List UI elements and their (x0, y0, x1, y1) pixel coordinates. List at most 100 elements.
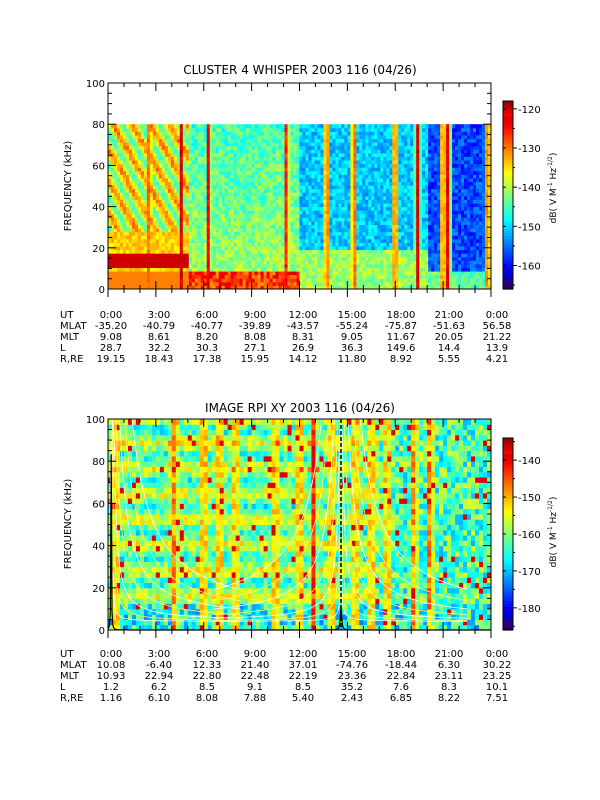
panel1-cell (203, 134, 208, 140)
panel1-cell (108, 224, 112, 229)
panel1-cell (215, 203, 220, 208)
panel1-cell (119, 131, 124, 136)
panel1-cell (275, 142, 280, 147)
panel1-cell (242, 256, 247, 261)
panel1-cell (419, 253, 423, 258)
panel1-cell (425, 263, 429, 269)
panel1-cell (356, 160, 360, 165)
panel1-cell (185, 127, 190, 132)
panel1-cell (356, 228, 360, 233)
panel1-cell (251, 220, 256, 226)
panel1-cell (113, 249, 118, 254)
panel1-cell (422, 267, 426, 272)
panel1-cell (137, 163, 142, 168)
panel1-cell (428, 124, 432, 129)
panel1-cell (125, 134, 130, 140)
panel1-cell (272, 285, 277, 290)
panel1-cell (380, 238, 384, 243)
panel1-cell (305, 134, 309, 140)
panel1-cell (164, 188, 169, 193)
panel1-cell (128, 163, 133, 168)
panel1-cell (236, 213, 241, 218)
panel1-cell (173, 127, 178, 132)
panel1-cell (134, 134, 139, 140)
panel1-cell (164, 210, 169, 215)
panel1-cell (281, 242, 286, 247)
panel1-cell (245, 152, 250, 157)
panel1-cell (293, 253, 298, 258)
panel1-cell (108, 260, 112, 265)
panel1-cell (227, 249, 232, 254)
panel1-cell (395, 163, 399, 168)
panel1-cell (305, 195, 309, 200)
panel1-cell (239, 145, 244, 150)
panel1-cell (209, 142, 214, 147)
panel1-cell (242, 199, 247, 204)
panel1-cell (323, 213, 327, 218)
panel1-cell (419, 134, 423, 140)
panel1-cell (302, 192, 306, 197)
panel1-cell (242, 156, 247, 161)
panel1-cell (254, 224, 259, 229)
panel1-cell (215, 163, 220, 168)
panel1-cell (206, 217, 211, 222)
panel1-cell (305, 181, 309, 186)
panel1-cell (242, 167, 247, 172)
panel1-cell (239, 134, 244, 140)
panel1-cell (386, 127, 390, 132)
panel1-cell (287, 170, 292, 175)
panel1-cell (362, 231, 366, 236)
panel1-cell (356, 138, 360, 143)
panel1-cell (140, 167, 145, 172)
panel1-cell (200, 220, 205, 226)
panel1-cell (230, 167, 235, 172)
panel1-cell (227, 127, 232, 132)
panel1-cell (374, 203, 378, 208)
panel1-cell (254, 217, 259, 222)
panel1-cell (395, 285, 399, 290)
panel1-cell (341, 246, 345, 251)
panel1-cell (197, 177, 202, 183)
panel1-cell (113, 177, 118, 183)
panel1-cell (185, 203, 190, 208)
panel1-cell (404, 231, 408, 236)
panel1-cell (296, 285, 300, 290)
panel1-cell (389, 124, 393, 129)
panel1-cell (350, 167, 354, 172)
panel1-cell (215, 278, 220, 283)
panel1-cell (326, 213, 330, 218)
panel1-cell (206, 127, 211, 132)
panel1-cell (176, 203, 181, 208)
panel1-cell (392, 188, 396, 193)
panel1-cell (239, 281, 244, 286)
panel1-cell (359, 271, 363, 276)
panel1-cell (245, 267, 250, 272)
panel1-cell (284, 249, 289, 254)
panel1-cell (167, 199, 172, 204)
panel1-cell (413, 267, 417, 272)
panel1-cell (335, 285, 339, 290)
panel1-cell (287, 278, 292, 283)
panel1-cell (152, 124, 157, 129)
panel1-cell (248, 253, 253, 258)
panel1-cell (218, 274, 223, 279)
panel1-cell (221, 235, 226, 240)
panel1-cell (335, 256, 339, 261)
panel1-cell (227, 281, 232, 286)
panel1-cell (194, 210, 199, 215)
panel1-cell (419, 246, 423, 251)
panel1-cell (419, 170, 423, 175)
panel1-cell (284, 263, 289, 269)
panel1-cell (392, 256, 396, 261)
panel1-cell (416, 145, 420, 150)
panel1-cell (404, 142, 408, 147)
panel1-cell (233, 246, 238, 251)
panel1-cell (392, 192, 396, 197)
panel1-cell (389, 231, 393, 236)
panel1-cell (239, 167, 244, 172)
panel1-cell (260, 134, 265, 140)
panel1-cell (398, 152, 402, 157)
panel1-cell (389, 224, 393, 229)
panel1-cell (323, 263, 327, 269)
panel1-cell (371, 170, 375, 175)
